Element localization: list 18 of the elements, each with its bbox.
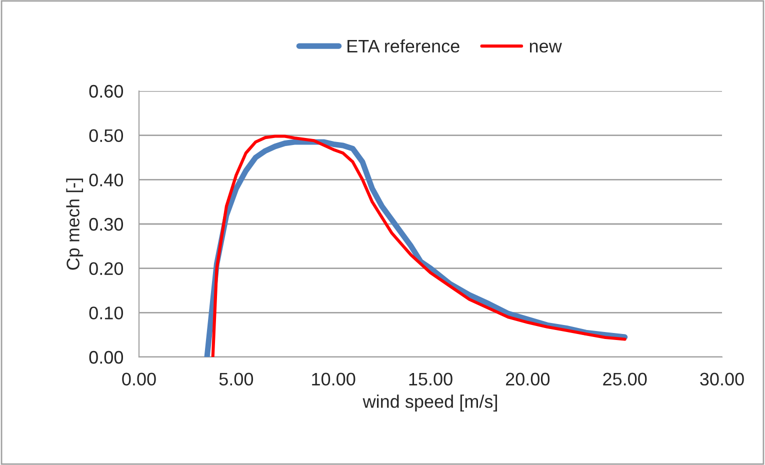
x-tick-label: 15.00 [409, 372, 452, 386]
x-tick-label: 25.00 [603, 372, 647, 386]
y-axis-title: Cp mech [-] [66, 178, 84, 270]
x-axis-title: wind speed [m/s] [362, 394, 497, 412]
y-tick-label: 0.40 [89, 174, 124, 186]
y-tick-label: 0.10 [89, 306, 124, 320]
x-tick-label: 30.00 [700, 372, 744, 386]
y-tick-label: 0.60 [89, 84, 124, 98]
x-tick-label: 20.00 [506, 372, 550, 386]
y-tick-label: 0.30 [89, 218, 124, 231]
x-tick-label: 10.00 [312, 372, 356, 386]
y-tick-label: 0.20 [89, 262, 124, 276]
y-tick-label: 0.00 [89, 350, 124, 364]
y-tick-label: 0.50 [89, 129, 124, 142]
legend-label: ETA reference [348, 39, 460, 53]
x-tick-label: 0.00 [122, 372, 156, 386]
x-tick-label: 5.00 [219, 372, 254, 386]
legend-label: new [530, 42, 562, 53]
